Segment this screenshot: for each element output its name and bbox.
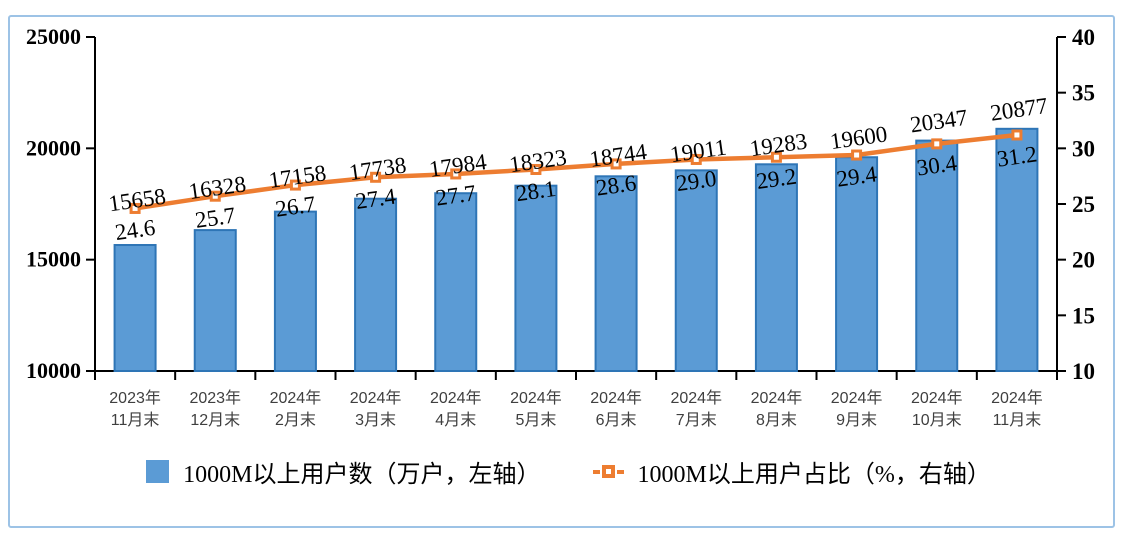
line-marker-center [533, 166, 539, 172]
line-value-label: 29.2 [755, 164, 798, 194]
line-marker-center [373, 174, 379, 180]
bar-value-label: 17158 [267, 160, 327, 193]
line-value-label: 26.7 [274, 191, 317, 221]
line-series-legend-label: 1000M以上用户占比（%，右轴） [637, 462, 991, 488]
right-axis-tick-label: 35 [1072, 81, 1095, 106]
line-series [134, 132, 1018, 211]
left-axis-tick-label: 10000 [26, 358, 81, 383]
x-axis-category-label: 2024年 3月末 [350, 389, 402, 429]
legend-item-line-series: 1000M以上用户占比（%，右轴） [592, 454, 991, 489]
line-marker-center [212, 193, 218, 199]
bar-value-label: 19600 [828, 121, 888, 154]
bar [354, 197, 398, 372]
line-value-label: 28.6 [594, 170, 637, 200]
line-value-label: 24.6 [113, 215, 156, 245]
bar-value-label: 18744 [588, 139, 649, 172]
right-axis-tick-label: 10 [1072, 359, 1095, 384]
line-marker-center [693, 156, 699, 162]
x-axis-category-label: 2024年 9月末 [831, 389, 883, 429]
x-axis-category-label: 2024年 2月末 [270, 389, 322, 429]
bar [193, 229, 237, 372]
bar [594, 175, 638, 372]
right-axis-tick-label: 15 [1072, 303, 1095, 328]
bar-value-label: 17738 [347, 152, 407, 185]
x-axis-category-label: 2024年 7月末 [670, 389, 722, 429]
line-marker-center [292, 182, 298, 188]
bar [995, 127, 1039, 372]
line-value-label: 25.7 [194, 203, 237, 233]
line-marker-center [453, 171, 459, 177]
bar-value-label: 15658 [107, 184, 167, 217]
line-marker-center [132, 205, 138, 211]
x-axis-category-label: 2024年 10月末 [911, 389, 963, 429]
legend: 1000M以上用户数（万户，左轴） 1000M以上用户占比（%，右轴） [0, 454, 1137, 489]
bar-value-label: 20347 [909, 105, 969, 138]
bar [113, 244, 157, 372]
line-value-label: 31.2 [995, 141, 1038, 171]
right-axis-tick-label: 30 [1072, 136, 1095, 161]
line-value-label: 27.7 [434, 180, 477, 210]
bar-value-label: 17984 [428, 149, 489, 182]
line-series-swatch-icon [592, 465, 624, 478]
line-marker-icon [601, 465, 615, 478]
x-axis-category-label: 2023年 11月末 [109, 389, 161, 429]
bar [434, 192, 478, 372]
line-dash-icon [592, 469, 600, 474]
bar [674, 169, 718, 372]
bar-value-label: 19011 [669, 135, 729, 168]
right-axis-tick-label: 20 [1072, 248, 1095, 273]
bar-value-label: 16328 [187, 171, 247, 204]
bar [273, 210, 317, 372]
line-marker-center [1014, 132, 1020, 138]
line-value-label: 27.4 [354, 184, 398, 214]
left-axis-tick-label: 25000 [26, 24, 81, 49]
line-value-label: 29.4 [835, 161, 879, 191]
x-axis-category-label: 2024年 8月末 [751, 389, 803, 429]
line-marker-center [773, 154, 779, 160]
x-axis-category-label: 2024年 11月末 [991, 389, 1043, 429]
line-value-label: 29.0 [675, 166, 718, 196]
x-axis-category-label: 2024年 6月末 [590, 389, 642, 429]
bar-value-label: 18323 [508, 145, 568, 178]
line-value-label: 28.1 [514, 176, 557, 206]
line-marker-center [854, 152, 860, 158]
bar-value-label: 20877 [989, 93, 1049, 126]
line-value-label: 30.4 [915, 150, 959, 180]
bar-series-swatch-icon [146, 460, 170, 483]
right-axis-tick-label: 25 [1072, 192, 1095, 217]
line-marker-center [934, 141, 940, 147]
right-axis-tick-label: 40 [1072, 25, 1095, 50]
bar [514, 184, 558, 372]
bar [754, 163, 798, 372]
line-dash-icon [616, 469, 624, 474]
left-axis-tick-label: 20000 [26, 135, 81, 160]
x-axis-category-label: 2024年 5月末 [510, 389, 562, 429]
x-axis-category-label: 2024年 4月末 [430, 389, 482, 429]
x-axis-category-label: 2023年 12月末 [189, 389, 241, 429]
bar-series-legend-label: 1000M以上用户数（万户，左轴） [183, 462, 541, 488]
left-axis-tick-label: 15000 [26, 247, 81, 272]
line-marker-center [613, 161, 619, 167]
legend-item-bar-series: 1000M以上用户数（万户，左轴） [146, 454, 541, 489]
